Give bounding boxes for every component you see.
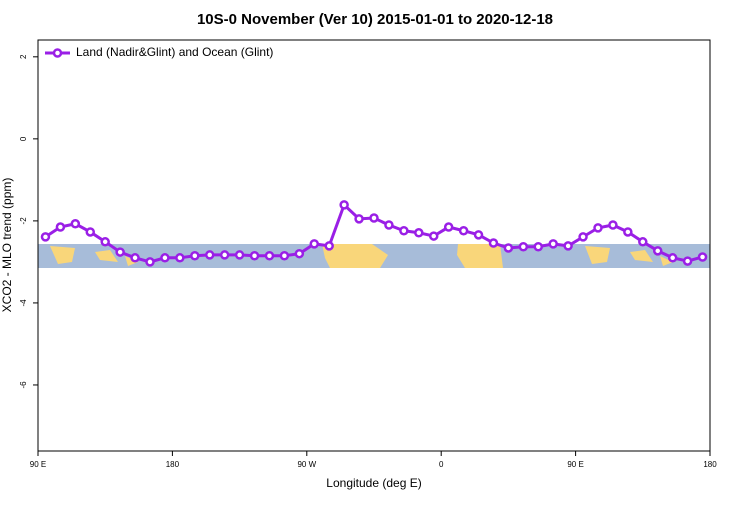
point	[234, 250, 245, 260]
point	[204, 250, 215, 260]
point	[294, 248, 305, 259]
point	[399, 225, 409, 236]
point	[623, 227, 633, 237]
point	[369, 213, 379, 223]
x-tick-label: 180	[166, 460, 180, 469]
point	[682, 256, 693, 266]
x-axis-label: Longitude (deg E)	[326, 476, 421, 490]
point	[264, 251, 275, 261]
point	[503, 243, 514, 253]
point	[608, 220, 618, 230]
point	[488, 238, 499, 248]
point	[85, 227, 96, 237]
point	[279, 251, 290, 261]
point	[563, 241, 573, 251]
point	[638, 237, 648, 247]
y-tick-label: -2	[19, 217, 28, 225]
y-tick-label: -6	[19, 381, 28, 389]
point	[160, 253, 170, 263]
point	[548, 239, 558, 249]
point	[443, 222, 454, 232]
point	[100, 237, 110, 247]
point	[458, 225, 469, 236]
y-tick-label: 0	[19, 136, 28, 141]
point	[324, 241, 334, 251]
x-tick-label: 90 E	[30, 460, 46, 469]
x-tick-label: 90 E	[567, 460, 583, 469]
point	[339, 200, 349, 210]
point	[428, 231, 439, 241]
point	[697, 252, 708, 262]
point	[518, 241, 529, 252]
point	[175, 253, 185, 263]
point	[219, 250, 230, 260]
x-tick-label: 0	[439, 460, 444, 469]
point	[249, 251, 260, 261]
point	[593, 223, 603, 233]
point	[130, 253, 140, 263]
plot-frame	[37, 39, 711, 452]
point	[55, 222, 66, 232]
point	[384, 220, 394, 230]
point	[70, 219, 81, 229]
x-tick-label: 90 W	[297, 460, 316, 469]
y-tick-label: -4	[19, 299, 28, 307]
point	[533, 241, 544, 252]
point	[145, 257, 155, 267]
point	[578, 232, 588, 242]
point	[115, 247, 125, 257]
y-tick-label: 2	[19, 54, 28, 59]
point	[414, 228, 424, 238]
point	[652, 246, 663, 256]
y-axis-label: XCO2 - MLO trend (ppm)	[0, 178, 14, 313]
point	[667, 253, 678, 263]
chart-title: 10S-0 November (Ver 10) 2015-01-01 to 20…	[197, 11, 553, 28]
point	[190, 251, 200, 261]
point	[40, 232, 51, 242]
legend-marker	[52, 48, 63, 58]
point	[473, 230, 484, 240]
legend-label: Land (Nadir&Glint) and Ocean (Glint)	[76, 45, 273, 59]
x-tick-label: 180	[703, 460, 717, 469]
point	[309, 239, 320, 249]
point	[354, 214, 364, 224]
